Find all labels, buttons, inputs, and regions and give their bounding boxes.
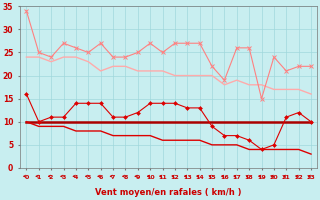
X-axis label: Vent moyen/en rafales ( km/h ): Vent moyen/en rafales ( km/h ): [95, 188, 242, 197]
